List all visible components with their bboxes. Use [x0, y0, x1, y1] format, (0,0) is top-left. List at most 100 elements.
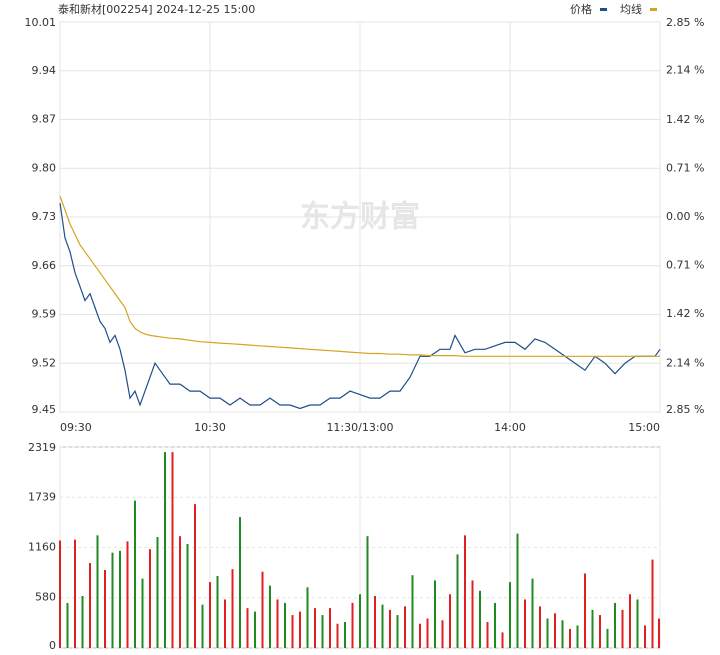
- volume-bar: [381, 604, 384, 648]
- volume-bar: [74, 539, 76, 648]
- volume-bar: [336, 623, 339, 648]
- volume-bar: [509, 582, 511, 648]
- volume-bar: [501, 632, 504, 648]
- volume-bar: [179, 536, 181, 648]
- volume-bar: [141, 578, 144, 648]
- volume-bar: [134, 500, 136, 648]
- volume-bar: [126, 541, 129, 648]
- volume-bar: [186, 543, 189, 648]
- volume-bar: [494, 602, 496, 648]
- volume-bar: [171, 452, 174, 648]
- y2-tick-label: 1.42 %: [666, 307, 704, 320]
- volume-bar: [419, 623, 421, 648]
- volume-bar: [201, 604, 204, 648]
- volume-bar: [359, 594, 361, 648]
- x-tick-label: 09:30: [60, 421, 92, 434]
- legend-label: 均线: [620, 2, 642, 16]
- volume-bar: [246, 608, 249, 648]
- volume-bar: [66, 602, 69, 648]
- y2-tick-label: 2.14 %: [666, 356, 704, 369]
- volume-bar: [224, 599, 226, 648]
- y-tick-label: 9.94: [32, 64, 57, 77]
- y2-tick-label: 0.71 %: [666, 161, 704, 174]
- y2-tick-label: 1.42 %: [666, 113, 704, 126]
- price-line: [59, 203, 661, 410]
- volume-bar: [261, 571, 264, 648]
- volume-bar: [149, 549, 151, 648]
- volume-bar: [96, 535, 99, 648]
- volume-bar: [164, 452, 166, 648]
- volume-bar: [456, 554, 459, 648]
- volume-bar: [644, 625, 646, 648]
- volume-bar: [569, 628, 571, 648]
- volume-bar: [411, 575, 414, 648]
- volume-bar: [314, 608, 316, 648]
- price-line: [59, 195, 660, 357]
- legend-swatch: [600, 8, 607, 11]
- y-tick-label: 1160: [28, 540, 56, 553]
- y-tick-label: 9.73: [32, 210, 57, 223]
- volume-bar: [554, 613, 556, 648]
- volume-bar: [658, 618, 660, 648]
- volume-bar: [269, 585, 271, 648]
- chart-title: 泰和新材[002254] 2024-12-25 15:00: [58, 2, 255, 16]
- volume-bar: [81, 595, 84, 648]
- volume-bar: [539, 606, 541, 648]
- volume-bar: [546, 618, 549, 648]
- volume-bar: [464, 535, 466, 648]
- volume-bar: [111, 552, 114, 648]
- volume-bar: [584, 573, 586, 648]
- y2-tick-label: 2.14 %: [666, 64, 704, 77]
- volume-bar: [306, 587, 309, 648]
- y-tick-label: 9.66: [32, 259, 57, 272]
- x-tick-label: 14:00: [494, 421, 526, 434]
- volume-bar: [104, 569, 106, 648]
- volume-bar: [621, 609, 624, 648]
- volume-bar: [321, 615, 324, 648]
- volume-bar: [299, 611, 301, 648]
- volume-bar: [374, 595, 376, 648]
- volume-bar: [231, 569, 234, 648]
- volume-bar: [239, 517, 241, 648]
- volume-bar: [576, 625, 579, 648]
- y-tick-label: 1739: [28, 490, 56, 503]
- volume-bar: [276, 599, 279, 648]
- volume-bar: [636, 599, 639, 648]
- y-tick-label: 9.87: [32, 113, 57, 126]
- volume-bar: [254, 611, 256, 648]
- volume-bar: [156, 537, 159, 648]
- volume-bar: [449, 594, 451, 648]
- y2-tick-label: 0.00 %: [666, 210, 704, 223]
- y-tick-label: 9.45: [32, 403, 57, 416]
- volume-bar: [479, 590, 481, 648]
- volume-bar: [471, 580, 474, 648]
- volume-bar: [614, 602, 616, 648]
- volume-bar: [516, 533, 519, 648]
- volume-bar: [119, 550, 121, 648]
- volume-bar: [441, 620, 444, 648]
- y2-tick-label: 0.71 %: [666, 259, 704, 272]
- y-tick-label: 2319: [28, 441, 56, 454]
- volume-bar: [531, 578, 534, 648]
- volume-bar: [561, 620, 564, 648]
- volume-bar: [426, 618, 429, 648]
- volume-bar: [591, 609, 594, 648]
- volume-bar: [59, 540, 61, 648]
- y-tick-label: 9.80: [32, 161, 57, 174]
- volume-bar: [486, 621, 489, 648]
- volume-bar: [599, 615, 601, 648]
- volume-bar: [209, 582, 211, 648]
- volume-bar: [89, 563, 91, 648]
- volume-bar: [389, 609, 391, 648]
- volume-bar: [344, 621, 346, 648]
- x-tick-label: 15:00: [628, 421, 660, 434]
- legend-label: 价格: [570, 2, 592, 16]
- y-tick-label: 0: [49, 639, 56, 652]
- volume-bar: [606, 628, 609, 648]
- volume-bar: [404, 606, 406, 648]
- y2-tick-label: 2.85 %: [666, 403, 704, 416]
- volume-bar: [194, 504, 196, 648]
- volume-bar: [434, 580, 436, 648]
